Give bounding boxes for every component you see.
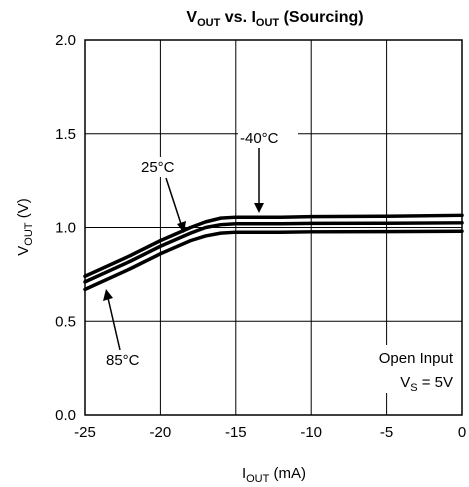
x-tick-label: 0 <box>458 424 466 441</box>
series-line <box>83 221 464 284</box>
x-tick-label: -25 <box>74 424 96 441</box>
x-tick-label: -5 <box>380 424 393 441</box>
y-axis-label: VOUT (V) <box>15 198 35 255</box>
arrow-25-head <box>177 221 186 233</box>
annotation-supply-voltage: VS = 5V <box>400 374 453 394</box>
arrow-85-line <box>107 297 121 351</box>
annotation-bg-85 <box>104 350 156 370</box>
x-tick-label: -15 <box>225 424 247 441</box>
arrow-minus40-head <box>254 203 264 213</box>
x-axis-label: IOUT (mA) <box>242 465 306 485</box>
series-line <box>83 229 464 292</box>
series-group <box>83 213 464 292</box>
y-tick-label: 0.5 <box>55 313 76 330</box>
chart-title: VOUT vs. IOUT (Sourcing) <box>186 9 363 29</box>
annotation-bg-40 <box>238 127 298 147</box>
x-tick-labels: -25 -20 -15 -10 -5 0 <box>74 424 466 441</box>
annotation-85: 85°C <box>106 352 140 369</box>
x-tick-label: -20 <box>150 424 172 441</box>
plot-frame <box>84 39 463 416</box>
conditions-bg <box>346 345 458 393</box>
annotation-25: 25°C <box>141 159 175 176</box>
series-line <box>83 213 464 278</box>
arrow-85-head <box>103 289 113 301</box>
annotation-minus40: -40°C <box>240 130 279 147</box>
y-tick-label: 0.0 <box>55 407 76 424</box>
y-tick-label: 1.0 <box>55 220 76 237</box>
y-tick-label: 1.5 <box>55 126 76 143</box>
y-tick-label: 2.0 <box>55 32 76 49</box>
arrow-25-line <box>165 177 183 228</box>
y-tick-labels: 0.0 0.5 1.0 1.5 2.0 <box>55 32 76 424</box>
x-tick-label: -10 <box>300 424 322 441</box>
annotation-open-input: Open Input <box>379 350 454 367</box>
annotation-bg-25 <box>138 157 190 177</box>
